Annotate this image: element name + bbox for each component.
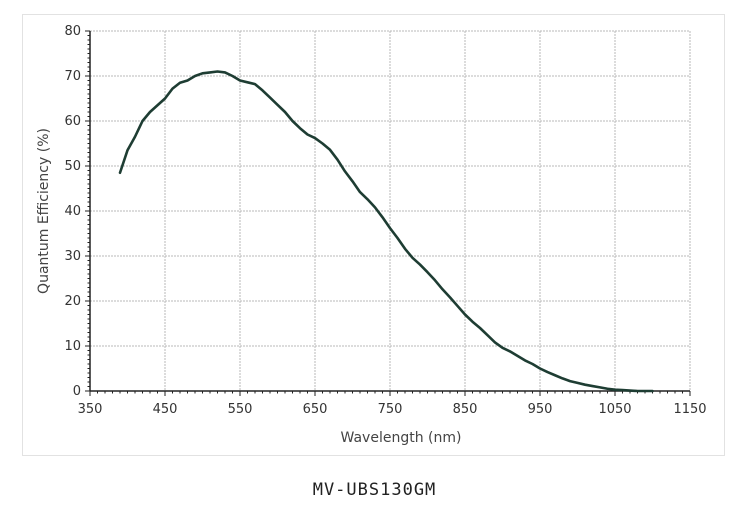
qe-chart: 350 450 550 650 750 850 950 1050 1150 0 10 20 30 40 50… [36,24,707,446]
grid [90,30,691,391]
y-tick-label: 0 [73,384,81,399]
y-tick-label: 60 [64,114,81,129]
tick-labels: 350 450 550 650 750 850 950 1050 1150 0 10 20 30 40 50… [64,24,706,417]
x-tick-label: 350 [78,402,103,417]
x-tick-label: 550 [228,402,253,417]
y-axis-title: Quantum Efficiency (%) [36,128,52,294]
x-tick-label: 1150 [673,402,706,417]
y-tick-label: 70 [64,69,81,84]
x-tick-label: 950 [528,402,553,417]
x-tick-label: 1050 [598,402,631,417]
y-tick-label: 20 [64,294,81,309]
y-tick-label: 10 [64,339,81,354]
model-caption: MV-UBS130GM [312,480,437,500]
y-tick-label: 80 [64,24,81,39]
x-tick-label: 750 [378,402,403,417]
axes [85,30,691,396]
chart-frame: 350 450 550 650 750 850 950 1050 1150 0 10 20 30 40 50… [22,14,725,456]
x-tick-label: 450 [153,402,178,417]
y-tick-label: 40 [64,204,81,219]
series-layer [118,70,654,393]
qe-series-line [118,70,654,393]
y-tick-label: 50 [64,159,81,174]
x-tick-label: 850 [453,402,478,417]
y-tick-label: 30 [64,249,81,264]
x-tick-label: 650 [303,402,328,417]
x-axis-title: Wavelength (nm) [341,430,462,446]
